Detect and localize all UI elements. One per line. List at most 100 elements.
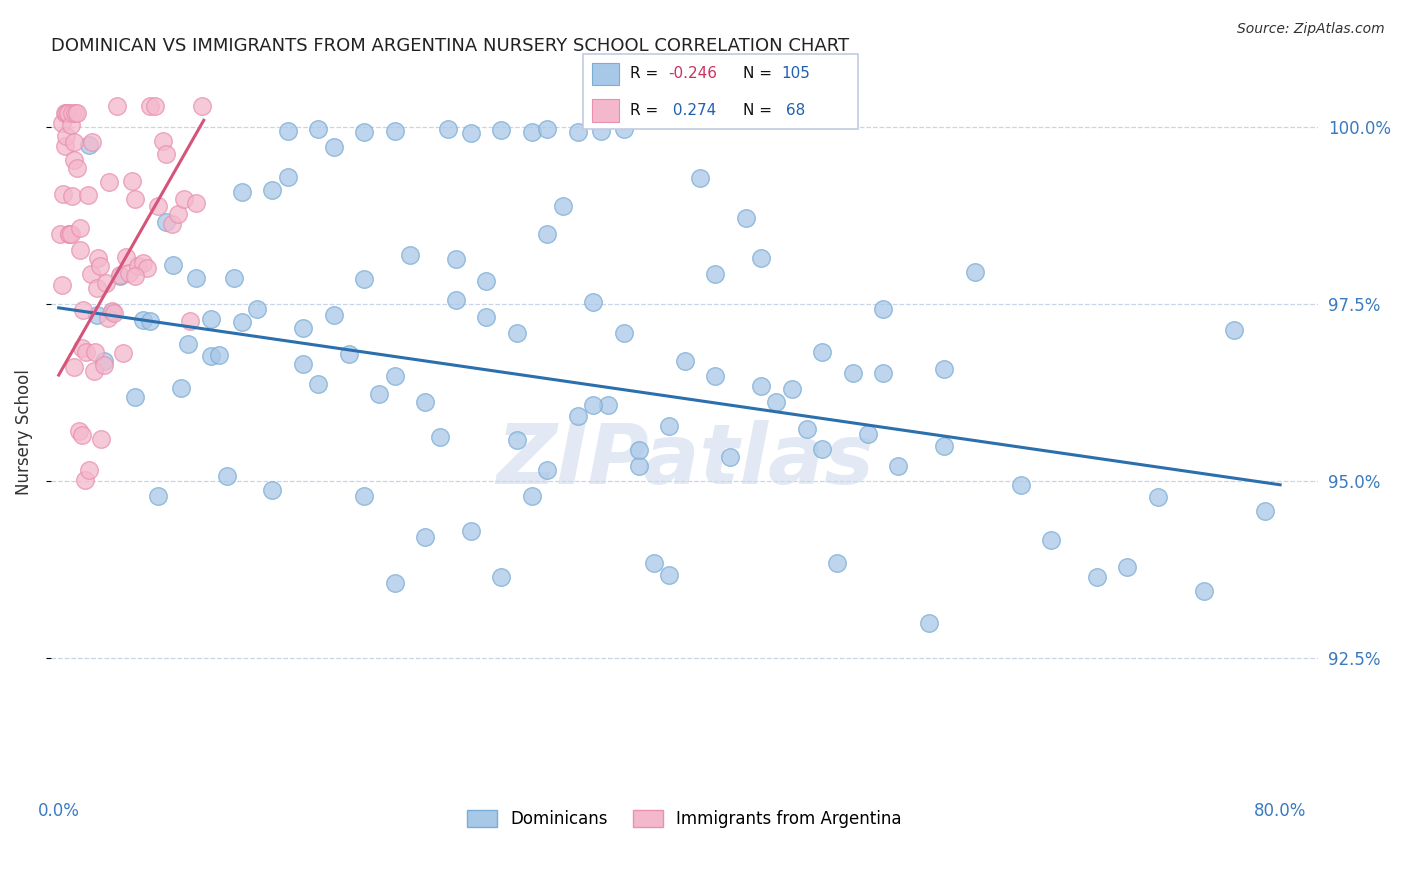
Point (82, 135, 104, 149)
Point (93, 353, 115, 368)
Point (413, 530, 436, 544)
Point (749, 251, 772, 265)
Point (179, 314, 201, 328)
Point (86, 308, 108, 322)
Point (51, 277, 73, 292)
Point (673, 353, 696, 368)
Point (101, 305, 124, 319)
Text: R =: R = (630, 67, 664, 81)
Point (136, 261, 159, 276)
Point (749, 379, 772, 393)
Point (58, 227, 80, 241)
Point (475, 310, 498, 324)
Point (491, 569, 513, 583)
Point (111, 345, 134, 359)
Point (215, 469, 238, 483)
Point (86, 281, 108, 295)
Point (76, 188, 98, 202)
Point (166, 207, 188, 221)
Point (62, 106, 84, 120)
Point (75, 345, 97, 359)
Point (384, 124, 406, 138)
Point (887, 458, 910, 473)
Point (1223, 323, 1246, 337)
Point (84, 345, 107, 359)
Point (77, 463, 100, 477)
Point (353, 125, 375, 139)
Point (155, 147, 177, 161)
Point (62, 189, 84, 203)
Text: 105: 105 (780, 67, 810, 81)
Point (811, 442, 834, 456)
Point (83, 363, 105, 377)
Bar (592, 62, 619, 86)
Point (353, 489, 375, 503)
Point (184, 270, 207, 285)
Point (536, 463, 558, 477)
Point (1147, 490, 1170, 504)
Point (536, 122, 558, 136)
Point (105, 99, 128, 113)
Point (131, 256, 153, 270)
Point (98, 175, 121, 189)
Point (506, 433, 529, 447)
Point (811, 345, 834, 359)
Point (872, 366, 894, 380)
Point (56, 106, 79, 120)
Point (93, 358, 115, 372)
Point (160, 217, 183, 231)
Text: 0.274: 0.274 (668, 103, 717, 118)
Point (139, 314, 162, 328)
Point (658, 419, 681, 434)
Point (94, 276, 117, 290)
Point (53, 106, 76, 120)
Point (704, 369, 727, 384)
Text: ZIPatlas: ZIPatlas (496, 420, 873, 501)
Point (520, 489, 543, 503)
Point (589, 124, 612, 138)
Point (444, 293, 467, 308)
Point (231, 315, 253, 329)
Point (67, 424, 90, 438)
Point (704, 268, 727, 282)
Point (59, 227, 82, 241)
Text: N =: N = (742, 67, 776, 81)
Point (491, 123, 513, 137)
Point (262, 483, 284, 497)
Point (734, 211, 756, 225)
Point (224, 271, 246, 285)
Point (796, 422, 818, 436)
Point (827, 556, 849, 570)
Point (90, 432, 112, 446)
Point (384, 368, 406, 383)
Y-axis label: Nursery School: Nursery School (15, 368, 32, 495)
Point (872, 301, 894, 316)
Point (101, 303, 124, 318)
Point (246, 302, 269, 317)
Point (72, 303, 94, 318)
Point (52, 187, 75, 202)
Point (934, 362, 956, 376)
Point (146, 199, 169, 213)
Point (69, 221, 91, 235)
Point (536, 227, 558, 241)
Point (70, 341, 93, 355)
Point (322, 308, 344, 322)
Point (277, 170, 299, 185)
Point (1010, 478, 1032, 492)
Point (437, 122, 460, 136)
Point (127, 259, 149, 273)
Point (567, 125, 589, 139)
Text: R =: R = (630, 103, 664, 118)
Point (124, 268, 146, 283)
Point (69, 243, 91, 257)
Point (55, 128, 77, 143)
Point (77, 137, 100, 152)
Point (115, 250, 138, 264)
Point (66, 161, 89, 176)
Point (139, 99, 162, 113)
Point (368, 387, 391, 401)
Text: N =: N = (742, 103, 776, 118)
Point (124, 390, 146, 404)
Point (934, 439, 956, 453)
